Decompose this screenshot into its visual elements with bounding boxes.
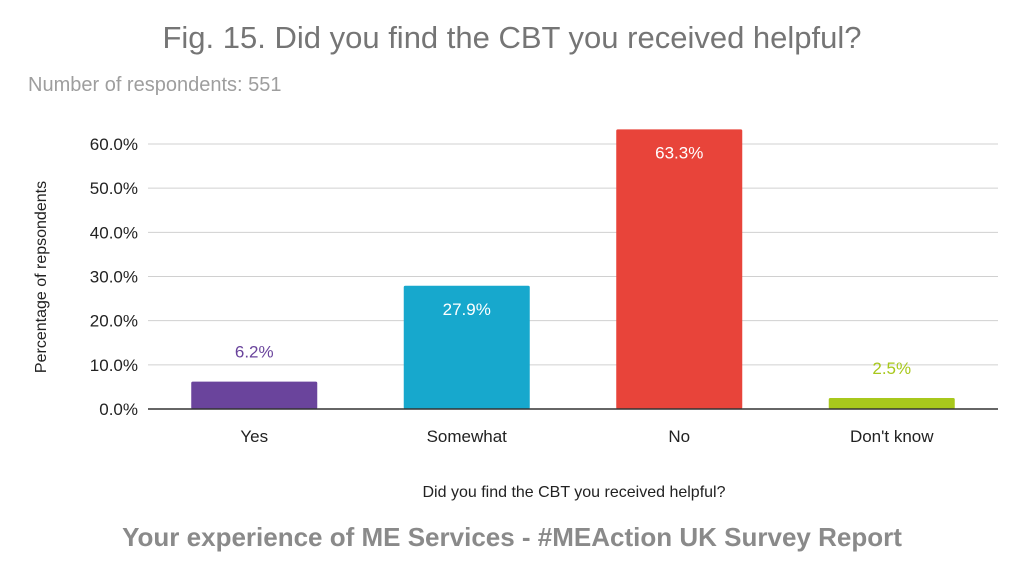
bar [191,381,318,409]
y-tick-label: 30.0% [90,268,138,287]
bars: 6.2% 27.9% 63.3% 2.5% [191,129,955,410]
x-tick-label: No [668,427,690,446]
bar [403,285,530,409]
x-tick-label: Don't know [850,427,934,446]
data-label: 63.3% [655,143,703,162]
y-axis-ticks: 0.0% 10.0% 20.0% 30.0% 40.0% 50.0% 60.0% [90,135,138,419]
chart-title: Fig. 15. Did you find the CBT you receiv… [162,20,861,55]
x-tick-label: Somewhat [427,427,508,446]
data-label: 2.5% [872,359,911,378]
y-tick-label: 0.0% [99,400,138,419]
x-axis-title: Did you find the CBT you received helpfu… [423,484,726,501]
chart-subtitle: Number of respondents: 551 [28,74,282,96]
y-tick-label: 20.0% [90,312,138,331]
y-tick-label: 60.0% [90,135,138,154]
bar [616,129,743,410]
y-axis-title: Percentage of repsondents [33,181,50,373]
x-tick-label: Yes [240,427,268,446]
bar [828,397,955,409]
x-axis-ticks: Yes Somewhat No Don't know [240,427,934,446]
y-tick-label: 40.0% [90,223,138,242]
gridlines [148,143,998,366]
data-label: 27.9% [443,300,491,319]
report-footer: Your experience of ME Services - #MEActi… [122,522,902,552]
y-tick-label: 50.0% [90,179,138,198]
data-label: 6.2% [235,343,274,362]
y-tick-label: 10.0% [90,356,138,375]
